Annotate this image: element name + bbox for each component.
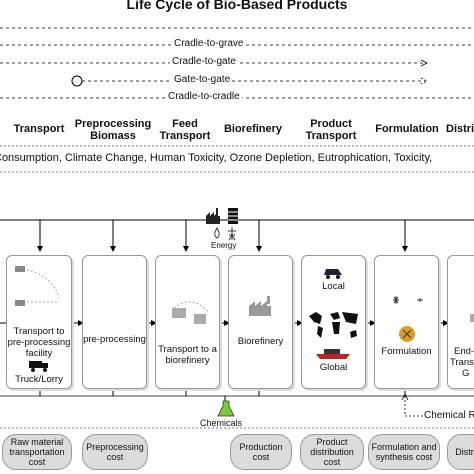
refinery-icon	[249, 296, 271, 316]
ship-icon	[316, 349, 350, 359]
box-preprocessing: pre-processing	[82, 255, 147, 389]
local-label: Local	[322, 281, 345, 292]
scope-cradle-to-cradle: Cradle-to-cradle	[166, 91, 242, 102]
energy-icons	[214, 227, 236, 241]
stage-transport: Transport	[13, 123, 65, 135]
box-text-transport-preprocessing: Transport to pre-processing facility	[7, 326, 71, 359]
box-transport-biorefinery: Transport to a biorefinery	[155, 255, 220, 389]
box-text-formulation: Formulation	[381, 346, 432, 357]
chemicals-label: Chemicals	[200, 418, 243, 428]
mill-icon	[172, 301, 209, 324]
box-biorefinery: Biorefinery	[228, 255, 293, 389]
stage-product-transport: Product Transport	[305, 118, 357, 142]
transport-fragment: Transp	[450, 357, 474, 368]
box-transport-preprocessing: Transport to pre-processing facility Tru…	[6, 255, 72, 389]
box-text-preprocessing: pre-processing	[83, 334, 146, 345]
stage-formulation: Formulation	[375, 123, 439, 135]
stage-biorefinery: Biorefinery	[223, 123, 283, 135]
stage-preprocessing: Preprocessing Biomass	[74, 118, 152, 142]
chemical-recycle-label: Chemical R	[424, 410, 474, 421]
scope-cradle-to-grave: Cradle-to-grave	[172, 38, 246, 49]
cost-production: Production cost	[230, 434, 292, 470]
flask-icon	[217, 400, 235, 417]
molecule-icon	[393, 296, 423, 304]
cost-product-distribution: Product distribution cost	[300, 434, 364, 470]
box-formulation: Formulation	[374, 255, 439, 389]
scope-cradle-to-gate: Cradle-to-gate	[170, 56, 238, 67]
cost-preprocessing: Preprocessing cost	[82, 434, 148, 470]
global-label: Global	[319, 362, 348, 373]
box-product-transport: Local Global	[301, 255, 366, 389]
box-text-transport-biorefinery: Transport to a biorefinery	[158, 344, 217, 366]
factory-icon	[206, 208, 238, 224]
energy-label: Energy	[211, 241, 237, 250]
car-icon	[324, 269, 342, 279]
impact-categories: Consumption, Climate Change, Human Toxic…	[0, 152, 433, 164]
truck-lorry-label: Truck/Lorry	[15, 374, 63, 385]
cost-raw-material: Raw material transportation cost	[2, 434, 72, 470]
stage-distribution: Distri	[446, 123, 474, 135]
box-text-biorefinery: Biorefinery	[237, 336, 284, 347]
cost-formulation-synthesis: Formulation and synthesis cost	[368, 434, 440, 470]
product-icon	[470, 314, 474, 322]
field-icon	[15, 266, 60, 306]
stage-feed-transport: Feed Transport	[159, 118, 211, 142]
cost-distribution: Distrib	[447, 434, 474, 470]
scope-gate-to-gate: Gate-to-gate	[172, 74, 233, 85]
truck-icon	[29, 361, 48, 372]
g-fragment: G	[462, 368, 470, 379]
diagram-title: Life Cycle of Bio-Based Products	[126, 0, 348, 12]
formulation-icon	[399, 326, 415, 342]
box-distribution: End- Transp G	[447, 255, 474, 389]
world-map-icon	[309, 312, 358, 338]
end-fragment: End-	[454, 346, 474, 357]
